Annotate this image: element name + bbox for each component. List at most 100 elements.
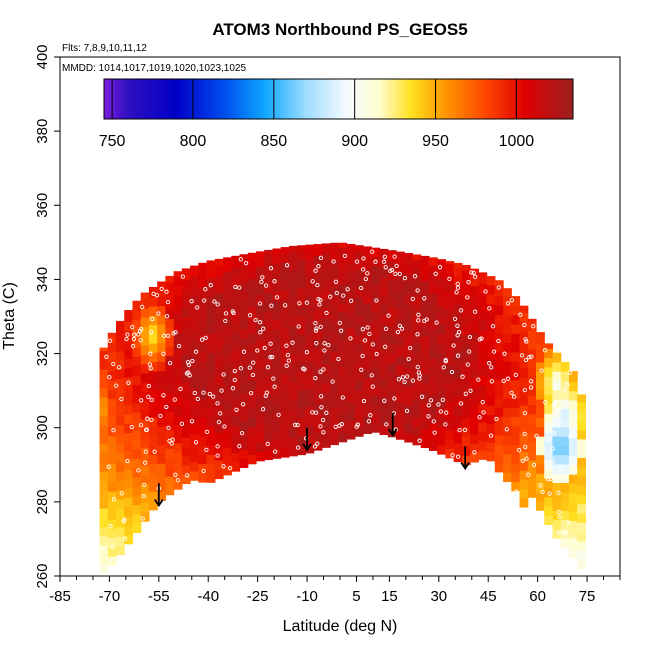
flight-point xyxy=(455,454,461,459)
field-cell xyxy=(223,326,232,337)
flight-point xyxy=(190,358,195,364)
field-cell xyxy=(107,352,117,363)
field-cell xyxy=(272,347,282,357)
field-cell xyxy=(165,300,175,310)
field-cell xyxy=(198,305,208,316)
field-cell xyxy=(165,476,175,486)
field-cell xyxy=(404,312,414,323)
field-cell xyxy=(445,261,455,264)
colorbar: 750 800 850 900 950 1000 xyxy=(99,78,574,150)
flight-point xyxy=(469,270,474,275)
x-tick-label: -40 xyxy=(197,588,219,605)
field-cell xyxy=(503,444,512,455)
field-cell xyxy=(478,422,488,433)
field-cell xyxy=(461,381,471,391)
field-cell xyxy=(354,417,364,428)
flight-point xyxy=(207,391,212,397)
flight-point xyxy=(551,459,556,464)
field-cell xyxy=(404,395,414,406)
flight-point xyxy=(358,285,364,291)
field-cell xyxy=(453,303,463,314)
field-cell xyxy=(478,310,488,321)
field-cell xyxy=(124,349,134,359)
flight-point xyxy=(143,449,148,454)
field-cell xyxy=(313,264,323,275)
flight-point xyxy=(402,275,408,281)
field-cell xyxy=(190,424,199,435)
field-cell xyxy=(305,425,315,435)
field-cell xyxy=(280,355,290,365)
field-cell xyxy=(256,312,265,323)
field-cell xyxy=(288,245,298,253)
flight-point xyxy=(476,377,481,382)
field-cell xyxy=(214,293,224,304)
field-cell xyxy=(140,307,150,318)
flight-point xyxy=(416,312,421,317)
field-cell xyxy=(568,371,578,373)
flight-point xyxy=(119,491,124,496)
field-cell xyxy=(527,367,537,378)
field-cell xyxy=(346,253,356,264)
field-cell xyxy=(503,305,512,316)
flight-point xyxy=(471,270,476,275)
field-cell xyxy=(313,385,323,396)
colorbar-tick-label: 950 xyxy=(422,133,449,150)
field-cell xyxy=(173,340,183,351)
flight-point xyxy=(312,444,318,449)
field-cell xyxy=(346,374,356,384)
field-cell xyxy=(412,416,422,427)
colorbar-swatch xyxy=(385,79,390,119)
field-cell xyxy=(437,435,447,446)
colorbar-swatch xyxy=(506,79,511,119)
field-cell xyxy=(494,332,504,343)
field-cell xyxy=(371,376,381,387)
field-cell xyxy=(461,279,471,290)
field-cell xyxy=(387,297,397,308)
field-cell xyxy=(198,343,208,353)
field-cell xyxy=(157,435,167,446)
field-cell xyxy=(297,269,307,280)
field-cell xyxy=(527,358,537,369)
field-cell xyxy=(346,243,356,245)
field-cell xyxy=(470,424,479,435)
flight-point xyxy=(283,303,288,308)
field-cell xyxy=(338,330,348,341)
field-cell xyxy=(165,346,175,357)
field-cell xyxy=(568,548,578,559)
flight-point xyxy=(522,387,527,393)
field-cell xyxy=(461,436,471,447)
field-cell xyxy=(544,478,554,488)
field-cell xyxy=(412,398,422,409)
field-cell xyxy=(132,504,142,515)
field-cell xyxy=(560,445,570,456)
field-cell xyxy=(428,441,438,451)
field-cell xyxy=(379,249,389,259)
field-cell xyxy=(330,416,339,427)
flight-point xyxy=(147,362,152,367)
field-cell xyxy=(280,447,290,458)
field-cell xyxy=(321,373,331,383)
field-cell xyxy=(437,370,447,381)
flight-point xyxy=(468,388,473,393)
field-cell xyxy=(560,389,570,400)
field-cell xyxy=(445,346,455,357)
field-cell xyxy=(157,351,167,362)
flight-point xyxy=(208,283,213,288)
field-cell xyxy=(280,429,290,440)
field-cell xyxy=(420,299,430,310)
field-cell xyxy=(256,442,265,453)
flight-point xyxy=(480,399,485,405)
field-cell xyxy=(190,452,199,463)
field-cell xyxy=(445,365,455,375)
colorbar-swatch xyxy=(291,79,297,119)
field-cell xyxy=(181,372,191,383)
field-cell xyxy=(478,357,488,368)
field-cell xyxy=(453,415,463,425)
x-tick-label: 60 xyxy=(529,588,546,605)
field-cell xyxy=(387,325,397,336)
field-cell xyxy=(140,446,150,457)
field-cell xyxy=(190,285,199,296)
field-cell xyxy=(404,265,414,276)
field-cell xyxy=(428,274,438,285)
field-cell xyxy=(190,359,199,370)
